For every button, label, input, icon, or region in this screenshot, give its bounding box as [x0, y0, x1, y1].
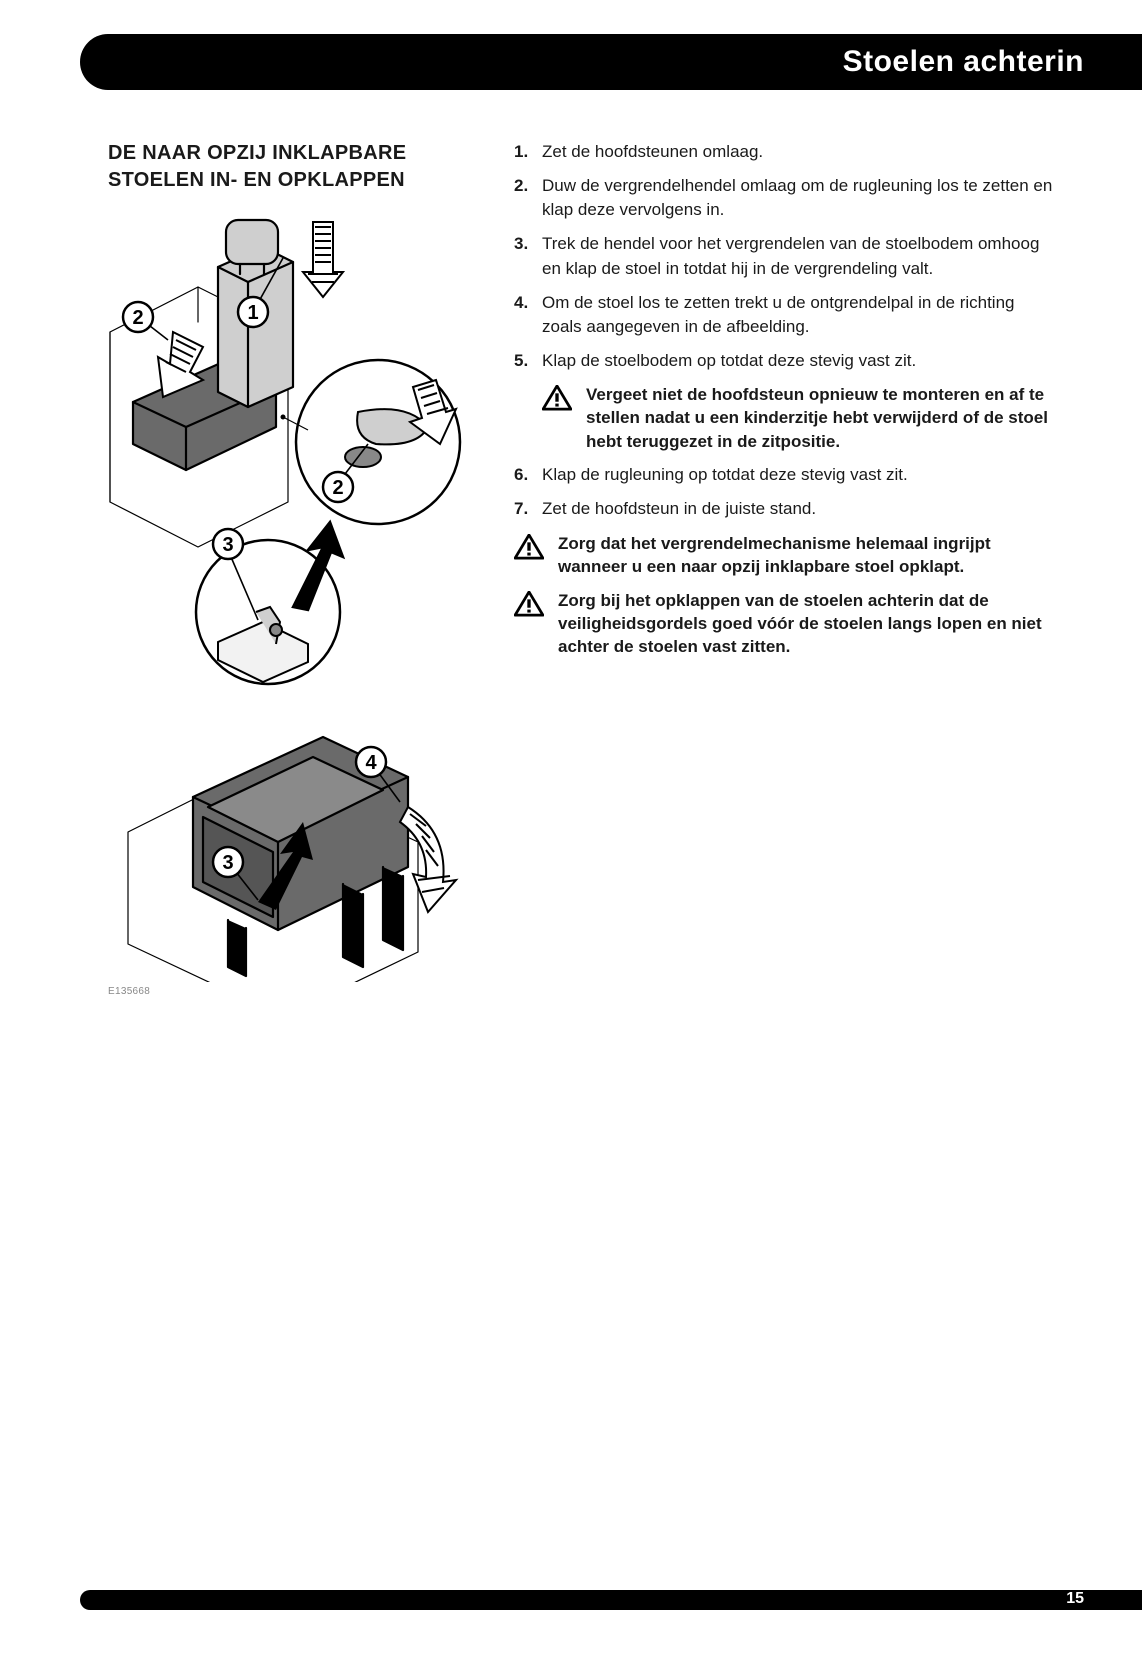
warning-icon	[542, 385, 572, 411]
steps-list: Zet de hoofdsteunen omlaag. Duw de vergr…	[514, 140, 1058, 373]
page-title: Stoelen achterin	[843, 45, 1084, 79]
svg-text:3: 3	[222, 852, 233, 874]
svg-text:2: 2	[132, 307, 143, 329]
diagram-reference: E135668	[108, 986, 478, 997]
right-column: Zet de hoofdsteunen omlaag. Duw de vergr…	[514, 140, 1058, 997]
warning-block: Zorg bij het opklappen van de stoelen ac…	[514, 589, 1058, 659]
step-item: Klap de rugleuning op totdat deze stevig…	[514, 463, 1058, 487]
warning-icon	[514, 534, 544, 560]
content-area: DE NAAR OPZIJ INKLAPBARE STOELEN IN- EN …	[108, 140, 1058, 997]
warning-text: Zorg dat het vergrendelmechanisme helema…	[558, 532, 1058, 579]
left-column: DE NAAR OPZIJ INKLAPBARE STOELEN IN- EN …	[108, 140, 478, 997]
step-item: Zet de hoofdsteunen omlaag.	[514, 140, 1058, 164]
svg-text:4: 4	[365, 752, 377, 774]
steps-list-continued: Klap de rugleuning op totdat deze stevig…	[514, 463, 1058, 521]
warning-block: Vergeet niet de hoofdsteun opnieuw te mo…	[514, 383, 1058, 453]
svg-text:1: 1	[247, 302, 258, 324]
svg-text:3: 3	[222, 534, 233, 556]
step-item: Duw de vergrendelhendel omlaag om de rug…	[514, 174, 1058, 222]
seat-diagram: 1 2	[108, 212, 468, 982]
step-item: Trek de hendel voor het vergrendelen van…	[514, 232, 1058, 280]
step-item: Klap de stoelbodem op totdat deze stevig…	[514, 349, 1058, 373]
svg-text:2: 2	[332, 477, 343, 499]
warning-block: Zorg dat het vergrendelmechanisme helema…	[514, 532, 1058, 579]
step-item: Zet de hoofdsteun in de juiste stand.	[514, 497, 1058, 521]
warning-text: Vergeet niet de hoofdsteun opnieuw te mo…	[586, 383, 1058, 453]
header-bar: Stoelen achterin	[80, 34, 1142, 90]
section-heading: DE NAAR OPZIJ INKLAPBARE STOELEN IN- EN …	[108, 140, 478, 194]
warning-text: Zorg bij het opklappen van de stoelen ac…	[558, 589, 1058, 659]
footer-bar	[80, 1590, 1142, 1610]
step-item: Om de stoel los te zetten trekt u de ont…	[514, 291, 1058, 339]
warning-icon	[514, 591, 544, 617]
page-number: 15	[1066, 1590, 1084, 1608]
